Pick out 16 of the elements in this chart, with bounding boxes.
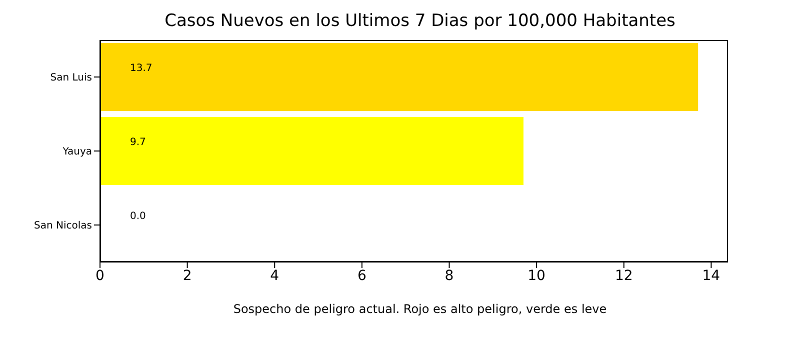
x-tick-label: 8 bbox=[444, 268, 454, 284]
x-tick-label: 12 bbox=[614, 268, 633, 284]
y-tick-label: San Nicolas bbox=[34, 220, 92, 232]
x-tick-label: 10 bbox=[528, 268, 546, 284]
x-tick-label: 4 bbox=[270, 268, 280, 284]
data-label: 13.7 bbox=[130, 63, 152, 75]
x-axis-title: Sospecho de peligro actual. Rojo es alto peligro, verde es leve bbox=[232, 302, 608, 316]
x-tick-label: 0 bbox=[96, 268, 104, 284]
x-tick-label: 2 bbox=[182, 268, 192, 284]
chart-title: Casos Nuevos en los Ultimos 7 Dias por 100,000 Habitantes bbox=[164, 10, 676, 33]
data-label: 9.7 bbox=[130, 137, 146, 149]
data-label: 0.0 bbox=[130, 211, 146, 223]
x-tick-label: 6 bbox=[357, 268, 366, 284]
x-tick-label: 14 bbox=[702, 268, 720, 284]
y-tick-label: San Luis bbox=[50, 72, 92, 84]
y-tick-label: Yauya bbox=[62, 146, 92, 158]
